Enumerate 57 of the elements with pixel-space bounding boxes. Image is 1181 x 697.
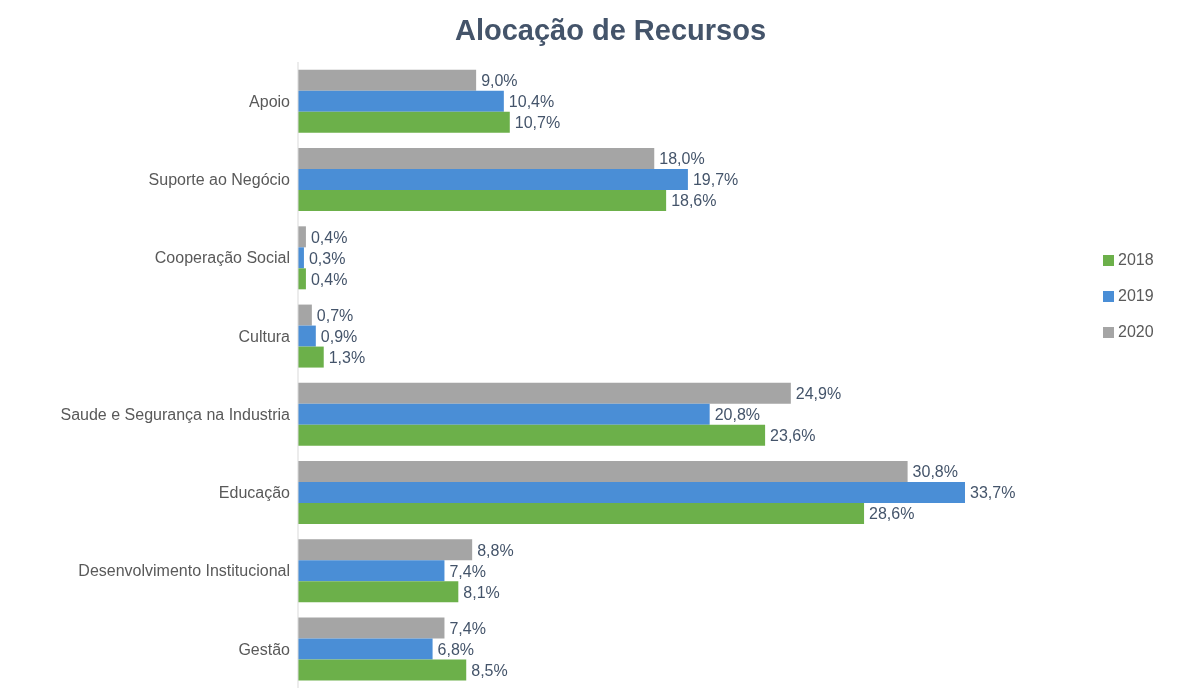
data-label: 6,8% <box>437 640 475 658</box>
y-tick-label: Desenvolvimento Institucional <box>78 562 290 580</box>
data-label: 7,4% <box>449 619 486 637</box>
data-label: 7,4% <box>449 562 486 580</box>
data-label: 8,5% <box>471 661 508 679</box>
bar <box>298 325 316 347</box>
bar <box>298 190 667 212</box>
bar <box>298 482 965 504</box>
y-tick-label: Apoio <box>249 92 291 110</box>
data-label: 10,7% <box>514 114 561 132</box>
y-tick-label: Cultura <box>238 327 291 345</box>
bar <box>298 304 312 326</box>
bar <box>298 659 467 681</box>
data-label: 30,8% <box>912 463 958 481</box>
data-label: 1,3% <box>328 348 366 366</box>
bar <box>298 539 473 561</box>
bar <box>298 382 791 404</box>
data-label: 18,6% <box>671 192 717 210</box>
bar <box>298 148 655 170</box>
bar <box>298 90 504 112</box>
data-label: 0,9% <box>320 327 358 345</box>
bar <box>298 581 459 603</box>
bar <box>298 346 324 368</box>
bar <box>298 503 865 525</box>
data-label: 0,4% <box>310 228 348 246</box>
y-tick-label: Suporte ao Negócio <box>148 171 291 189</box>
bar <box>298 169 688 191</box>
data-label: 0,7% <box>316 306 354 324</box>
data-label: 33,7% <box>970 484 1016 502</box>
bar <box>298 461 908 483</box>
data-label: 0,4% <box>310 270 348 288</box>
bar <box>298 617 445 639</box>
data-label: 8,8% <box>477 541 514 559</box>
bar <box>298 69 477 91</box>
data-label: 10,4% <box>508 93 555 111</box>
data-label: 0,3% <box>308 249 346 267</box>
data-label: 28,6% <box>869 505 915 523</box>
chart-title: Alocação de Recursos <box>453 13 768 48</box>
bar <box>298 424 766 446</box>
legend-label: 2020 <box>1118 323 1154 340</box>
data-label: 20,8% <box>714 406 761 424</box>
legend-label: 2019 <box>1118 287 1154 304</box>
data-label: 24,9% <box>795 385 842 403</box>
bar <box>298 560 445 582</box>
data-label: 8,1% <box>463 583 500 601</box>
bar <box>298 638 433 660</box>
y-tick-label: Saude e Segurança na Industria <box>60 405 291 423</box>
bar <box>298 403 710 425</box>
y-tick-label: Educação <box>218 484 291 502</box>
y-tick-label: Cooperação Social <box>154 249 290 267</box>
data-label: 19,7% <box>692 171 739 189</box>
data-label: 18,0% <box>659 150 705 168</box>
data-label: 23,6% <box>770 427 816 445</box>
y-tick-label: Gestão <box>238 640 291 658</box>
legend-label: 2018 <box>1118 251 1154 268</box>
bar <box>298 111 510 133</box>
data-label: 9,0% <box>481 72 518 90</box>
